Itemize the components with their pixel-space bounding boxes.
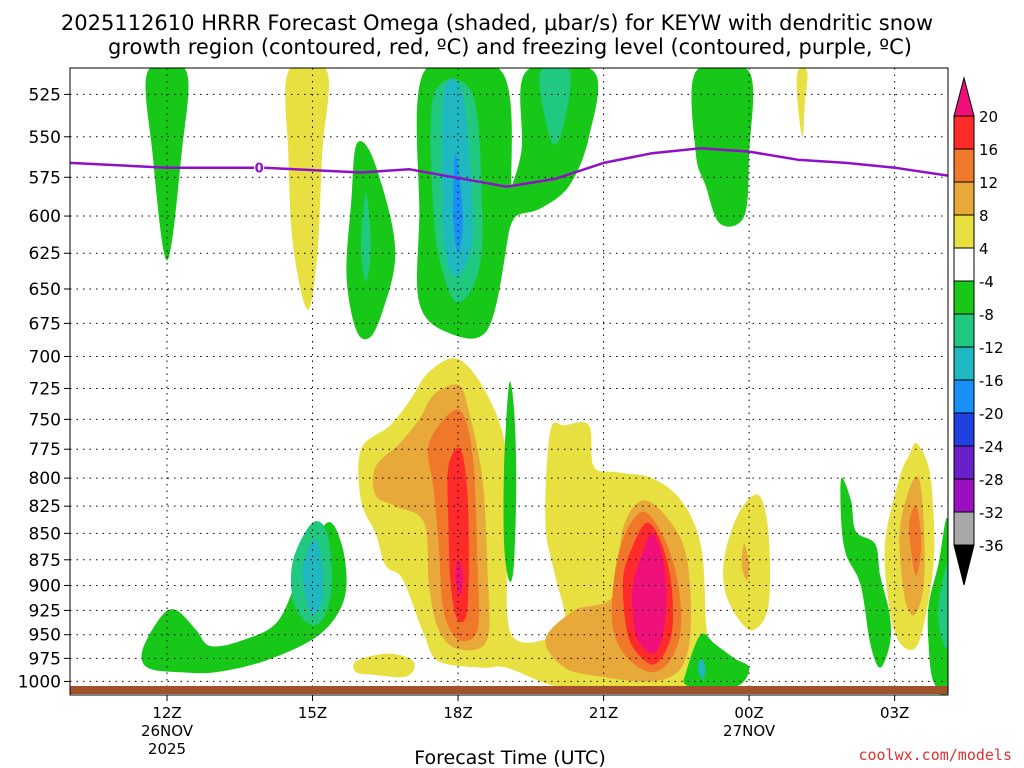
y-tick-label-950: 950: [29, 626, 61, 646]
colorbar-label-1: 16: [979, 141, 998, 159]
freezing-level-polyline: [70, 147, 948, 188]
y-axis-ticks: 525 550 575 600 625 650 675 700 725 750 775 800 825 8…: [18, 85, 70, 692]
colorbar-top-cap: [953, 76, 975, 117]
colorbar-swatch-1: [953, 148, 975, 183]
y-tick-label-650: 650: [29, 280, 61, 300]
omega-region-pink-main-22z: [631, 533, 667, 654]
colorbar-label-12: -32: [979, 504, 1004, 522]
x-tick-label-21Z: 21Z: [589, 704, 618, 722]
y-tick-label-600: 600: [29, 207, 61, 227]
y-tick-label-750: 750: [29, 410, 61, 430]
omega-region-red-main-18z: [447, 447, 469, 623]
colorbar-swatch-2: [953, 181, 975, 216]
y-tick-label-725: 725: [29, 379, 61, 399]
colorbar-swatch-7: [953, 346, 975, 381]
y-tick-label-900: 900: [29, 576, 61, 596]
y-tick-label-1000: 1000: [18, 672, 61, 692]
y-tick-label-800: 800: [29, 469, 61, 489]
colorbar-swatch-6: [953, 313, 975, 348]
omega-region-green-upper-12z: [145, 68, 189, 261]
omega-region-pink-main-18z: [455, 559, 463, 596]
x-tick-label-03Z: 03Z: [880, 704, 909, 722]
x-tick-label-18Z: 18Z: [443, 704, 472, 722]
colorbar-swatch-0: [953, 115, 975, 150]
y-tick-label-625: 625: [29, 244, 61, 264]
y-tick-label-550: 550: [29, 128, 61, 148]
y-tick-label-875: 875: [29, 551, 61, 571]
colorbar-swatch-8: [953, 379, 975, 414]
x-tick-label-12Z-sub1: 26NOV: [141, 722, 194, 740]
colorbar-bottom-cap: [953, 544, 975, 586]
colorbar-swatch-10: [953, 445, 975, 480]
colorbar-label-3: 8: [979, 207, 989, 225]
colorbar-label-11: -28: [979, 471, 1004, 489]
omega-region-green-upper-20z: [501, 68, 599, 235]
y-tick-label-575: 575: [29, 168, 61, 188]
omega-region-cyan-left-15z: [302, 538, 324, 616]
colorbar-swatch-9: [953, 412, 975, 447]
colorbar-label-8: -16: [979, 372, 1004, 390]
x-tick-label-12Z: 12Z: [152, 704, 181, 722]
x-tick-label-00Z-sub1: 27NOV: [723, 722, 776, 740]
colorbar-swatch-5: [953, 280, 975, 315]
colorbar-swatch-12: [953, 511, 975, 546]
y-tick-label-700: 700: [29, 347, 61, 367]
omega-region-orange-dot-00z: [741, 544, 750, 581]
colorbar-swatch-4: [953, 247, 975, 282]
y-tick-label-850: 850: [29, 524, 61, 544]
x-tick-label-12Z-sub2: 2025: [148, 740, 186, 758]
omega-region-cyan-dot-2330z: [698, 658, 706, 680]
plot-frame: [69, 67, 949, 696]
omega-region-green-left-1245z: [141, 522, 347, 674]
omega-region-teal-upper-16z: [361, 193, 371, 282]
y-tick-label-825: 825: [29, 497, 61, 517]
omega-shaded-regions: [141, 68, 948, 695]
colorbar-label-13: -36: [979, 537, 1004, 555]
y-tick-label-525: 525: [29, 85, 61, 105]
omega-region-yellow-small-1645z: [353, 653, 415, 678]
colorbar-label-4: 4: [979, 240, 989, 258]
freezing-level-label: 0: [255, 162, 264, 177]
colorbar-label-2: 12: [979, 174, 998, 192]
y-tick-label-975: 975: [29, 649, 61, 669]
omega-region-green-right-edge: [927, 517, 948, 695]
colorbar-swatch-3: [953, 214, 975, 249]
credit-text: coolwx.com/models: [858, 746, 1012, 764]
colorbar-label-10: -24: [979, 438, 1004, 456]
y-tick-label-675: 675: [29, 314, 61, 334]
x-axis-label: Forecast Time (UTC): [414, 747, 605, 768]
y-tick-label-925: 925: [29, 601, 61, 621]
colorbar-label-7: -12: [979, 339, 1004, 357]
omega-region-teal-upper-20z: [539, 68, 571, 145]
omega-region-green-upper-16z: [346, 140, 396, 340]
colorbar-swatch-11: [953, 478, 975, 513]
ground-bar: [70, 686, 948, 694]
omega-region-yellow-upper-15z: [285, 68, 329, 310]
y-tick-label-775: 775: [29, 440, 61, 460]
freezing-level-label-bg: [254, 159, 265, 176]
omega-region-green-upper-00z: [691, 68, 754, 227]
gridlines: [70, 68, 948, 695]
x-tick-label-00Z: 00Z: [734, 704, 763, 722]
colorbar-label-0: 20: [979, 108, 998, 126]
omega-region-green-0145z: [840, 477, 891, 668]
omega-region-green-thin-1915z: [503, 381, 517, 582]
omega-region-teal-right-edge: [937, 564, 948, 649]
colorbar-label-5: -4: [979, 273, 994, 291]
omega-region-dorange-03z: [909, 505, 922, 576]
colorbar: 20 16 12 8 4 -4 -8 -12 -16 -20 -24 -28 -32 -36: [953, 76, 1004, 586]
chart-title-line2: growth region (contoured, red, ºC) and f…: [108, 35, 912, 59]
freezing-level-line: 0: [70, 147, 948, 188]
colorbar-label-6: -8: [979, 306, 994, 324]
chart-title-line1: 2025112610 HRRR Forecast Omega (shaded, …: [61, 11, 933, 35]
x-tick-label-15Z: 15Z: [298, 704, 327, 722]
colorbar-label-9: -20: [979, 405, 1004, 423]
omega-region-yellow-upper-01z: [796, 68, 808, 137]
